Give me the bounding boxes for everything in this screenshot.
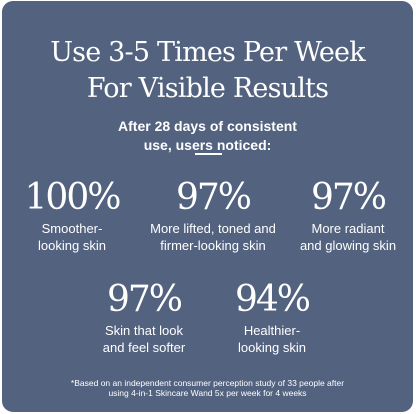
stat-description-line-1: Skin that look [104,323,184,338]
stat-description-line-2: looking skin [238,340,306,355]
stat-smoother: 100% Smoother- looking skin [12,178,132,254]
stat-percent: 94% [234,279,311,320]
headline-line-2: For Visible Results [86,73,329,104]
stat-description-line-1: More radiant [311,221,385,236]
intro-line-2: use, users noticed: [143,137,272,153]
stat-description-line-1: Smoother- [41,221,103,236]
stat-description-line-1: Healthier- [243,323,301,338]
footnote-line-2: using 4-in-1 Skincare Wand 5x per week f… [108,388,307,398]
stat-percent: 97% [106,279,183,320]
stat-description-line-2: looking skin [38,238,106,253]
headline: Use 3-5 Times Per Week For Visible Resul… [2,35,413,107]
stat-description: Smoother- looking skin [12,220,132,254]
stat-description-line-2: firmer-looking skin [160,238,266,253]
stat-percent: 97% [175,177,252,218]
stat-percent: 97% [310,177,387,218]
footnote-line-1: *Based on an independent consumer percep… [70,378,345,388]
stat-healthier: 94% Healthier- looking skin [207,280,337,356]
stat-radiant: 97% More radiant and glowing skin [287,178,409,254]
footnote: *Based on an independent consumer percep… [2,378,413,398]
headline-line-1: Use 3-5 Times Per Week [50,37,365,68]
stat-lifted: 97% More lifted, toned and firmer-lookin… [139,178,287,254]
stat-description: Skin that look and feel softer [79,322,209,356]
stat-description: More lifted, toned and firmer-looking sk… [139,220,287,254]
intro-text: After 28 days of consistent use, users n… [2,117,413,155]
stat-description: Healthier- looking skin [207,322,337,356]
stat-percent: 100% [24,177,122,218]
stat-description-line-2: and glowing skin [299,238,397,253]
stat-description: More radiant and glowing skin [287,220,409,254]
intro-line-1: After 28 days of consistent [118,118,297,134]
stat-description-line-1: More lifted, toned and [150,221,276,236]
stat-description-line-2: and feel softer [102,340,186,355]
stat-softer: 97% Skin that look and feel softer [79,280,209,356]
divider [195,153,222,155]
